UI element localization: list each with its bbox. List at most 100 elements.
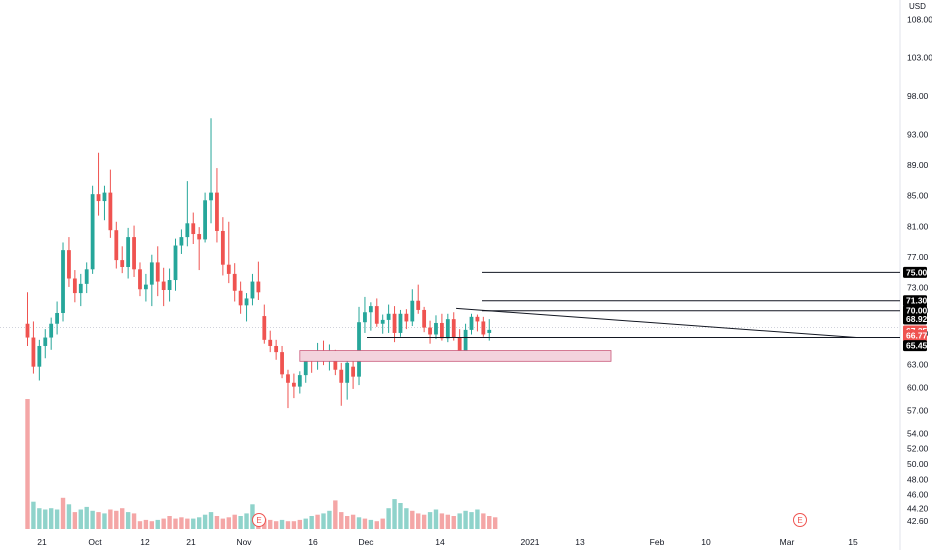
candle[interactable] — [179, 229, 184, 254]
price-tag-background — [903, 313, 927, 325]
candle[interactable] — [434, 315, 438, 340]
candle[interactable] — [487, 319, 492, 341]
candle[interactable] — [37, 339, 42, 381]
candle[interactable] — [404, 309, 409, 330]
candle[interactable] — [114, 221, 119, 269]
candle-body — [179, 237, 184, 246]
candle[interactable] — [374, 298, 379, 327]
candle[interactable] — [428, 320, 432, 344]
volume-bar — [149, 521, 155, 529]
candle[interactable] — [144, 273, 148, 302]
earnings-marker-label: E — [797, 516, 802, 525]
price-tag: 65.45 — [903, 340, 928, 352]
candle[interactable] — [197, 227, 202, 271]
candle[interactable] — [72, 270, 77, 303]
chart-drawings[interactable] — [299, 271, 900, 362]
candle[interactable] — [286, 369, 290, 409]
candle[interactable] — [292, 373, 296, 399]
candle-body — [61, 250, 65, 314]
volume-bar — [96, 512, 101, 529]
candle-body — [102, 192, 107, 202]
candle[interactable] — [368, 302, 373, 331]
candle[interactable] — [108, 169, 113, 238]
candle[interactable] — [380, 314, 385, 334]
candle[interactable] — [469, 313, 474, 335]
candle[interactable] — [191, 212, 196, 244]
volume-bar — [445, 514, 451, 529]
candle[interactable] — [475, 314, 480, 332]
candle[interactable] — [78, 273, 83, 307]
candle[interactable] — [250, 273, 255, 306]
candle[interactable] — [132, 225, 136, 277]
candle[interactable] — [440, 313, 444, 341]
candle[interactable] — [31, 321, 36, 374]
candle[interactable] — [167, 268, 172, 302]
candle[interactable] — [161, 267, 166, 307]
candle-body — [303, 359, 308, 376]
candle[interactable] — [297, 371, 302, 394]
candle[interactable] — [238, 281, 243, 314]
currency-label: USD — [909, 2, 926, 11]
candle[interactable] — [416, 284, 421, 314]
price-tag-label: 70.00 — [906, 306, 928, 316]
trendline[interactable] — [456, 307, 857, 339]
candle[interactable] — [61, 242, 65, 322]
candle[interactable] — [185, 181, 190, 247]
candle[interactable] — [262, 304, 267, 344]
candle[interactable] — [96, 152, 101, 216]
earnings-marker[interactable]: E — [252, 513, 266, 527]
date-tick-label: 15 — [848, 537, 858, 547]
price-tag-label: 65.45 — [906, 341, 928, 351]
candle[interactable] — [90, 185, 95, 274]
candle[interactable] — [55, 301, 59, 335]
candle[interactable] — [120, 246, 125, 274]
candle[interactable] — [155, 246, 160, 297]
candle[interactable] — [67, 237, 71, 287]
candle[interactable] — [102, 185, 107, 221]
volume-bar — [120, 508, 125, 529]
price-tick-label: 48.00 — [907, 474, 929, 484]
candle-body — [55, 313, 59, 324]
candle[interactable] — [43, 329, 48, 359]
candle[interactable] — [392, 306, 397, 343]
candle[interactable] — [256, 261, 261, 300]
candle[interactable] — [481, 316, 486, 337]
candle[interactable] — [451, 312, 456, 341]
time-axis[interactable]: 21 Oct 12 21 Nov 16 Dec 14 2021 13 Feb 10 Mar 15 E E — [37, 513, 858, 548]
candle[interactable] — [280, 345, 284, 379]
candle[interactable] — [220, 217, 225, 276]
candle[interactable] — [173, 238, 178, 291]
candle[interactable] — [386, 304, 391, 333]
candle[interactable] — [138, 262, 142, 297]
candle[interactable] — [203, 192, 207, 243]
price-tick-label: 98.00 — [907, 91, 929, 101]
candle[interactable] — [49, 317, 54, 350]
candle[interactable] — [339, 362, 344, 406]
candle[interactable] — [232, 263, 237, 302]
price-tick-label: 103.00 — [907, 53, 932, 63]
candle[interactable] — [25, 292, 30, 346]
volume-bar — [492, 517, 498, 529]
price-tag: 70.00 — [903, 305, 928, 317]
candle[interactable] — [422, 306, 427, 333]
candle[interactable] — [149, 254, 154, 307]
candle[interactable] — [244, 293, 249, 322]
candle[interactable] — [363, 296, 367, 333]
candle[interactable] — [398, 309, 403, 337]
candle[interactable] — [126, 227, 131, 279]
candle[interactable] — [410, 289, 415, 327]
earnings-marker-label: E — [256, 516, 261, 525]
candle[interactable] — [226, 221, 231, 284]
candle[interactable] — [215, 168, 219, 243]
support-zone-box[interactable] — [299, 350, 612, 362]
volume-bar — [137, 521, 143, 529]
candlesticks[interactable] — [25, 118, 492, 409]
candle[interactable] — [345, 356, 350, 400]
candle[interactable] — [274, 339, 279, 360]
candle[interactable] — [209, 118, 213, 224]
candle[interactable] — [268, 330, 273, 353]
earnings-marker[interactable]: E — [793, 513, 807, 527]
candle[interactable] — [357, 306, 361, 386]
candle[interactable] — [84, 262, 89, 294]
